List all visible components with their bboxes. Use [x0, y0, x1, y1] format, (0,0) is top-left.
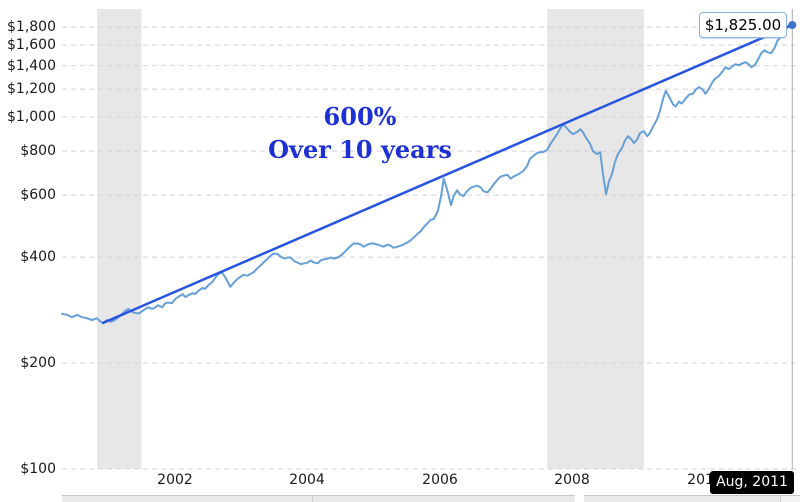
timeline-scrollbar[interactable]	[62, 495, 800, 502]
y-tick-label: $1,400	[7, 58, 56, 74]
y-tick-label: $1,600	[7, 37, 56, 53]
recession-band	[547, 9, 644, 469]
y-tick-label: $1,200	[7, 81, 56, 97]
date-tooltip: Aug, 2011	[710, 471, 794, 494]
trend-line	[101, 23, 794, 325]
annotation-percentage: 600%	[323, 102, 397, 131]
scrollbar-divider	[312, 496, 313, 502]
recession-band	[97, 9, 142, 469]
x-tick-label: 2004	[289, 472, 325, 488]
y-tick-label: $600	[20, 187, 56, 203]
x-tick-label: 2008	[554, 472, 590, 488]
chart-annotation: 600% Over 10 years	[245, 100, 475, 166]
scrollbar-gap	[575, 495, 584, 502]
y-tick-label: $100	[20, 461, 56, 477]
y-tick-label: $400	[20, 249, 56, 265]
price-line	[61, 23, 794, 324]
y-tick-label: $200	[20, 355, 56, 371]
annotation-period: Over 10 years	[268, 135, 452, 164]
y-tick-label: $1,800	[7, 19, 56, 35]
y-tick-label: $800	[20, 143, 56, 159]
end-point-dot	[788, 21, 797, 29]
scrollbar-right-segment	[781, 496, 800, 502]
y-tick-label: $1,000	[7, 109, 56, 125]
x-tick-label: 2006	[422, 472, 458, 488]
x-tick-label: 2002	[157, 472, 193, 488]
last-price-label: $1,825.00	[699, 12, 787, 38]
scrollbar-divider	[780, 496, 781, 502]
